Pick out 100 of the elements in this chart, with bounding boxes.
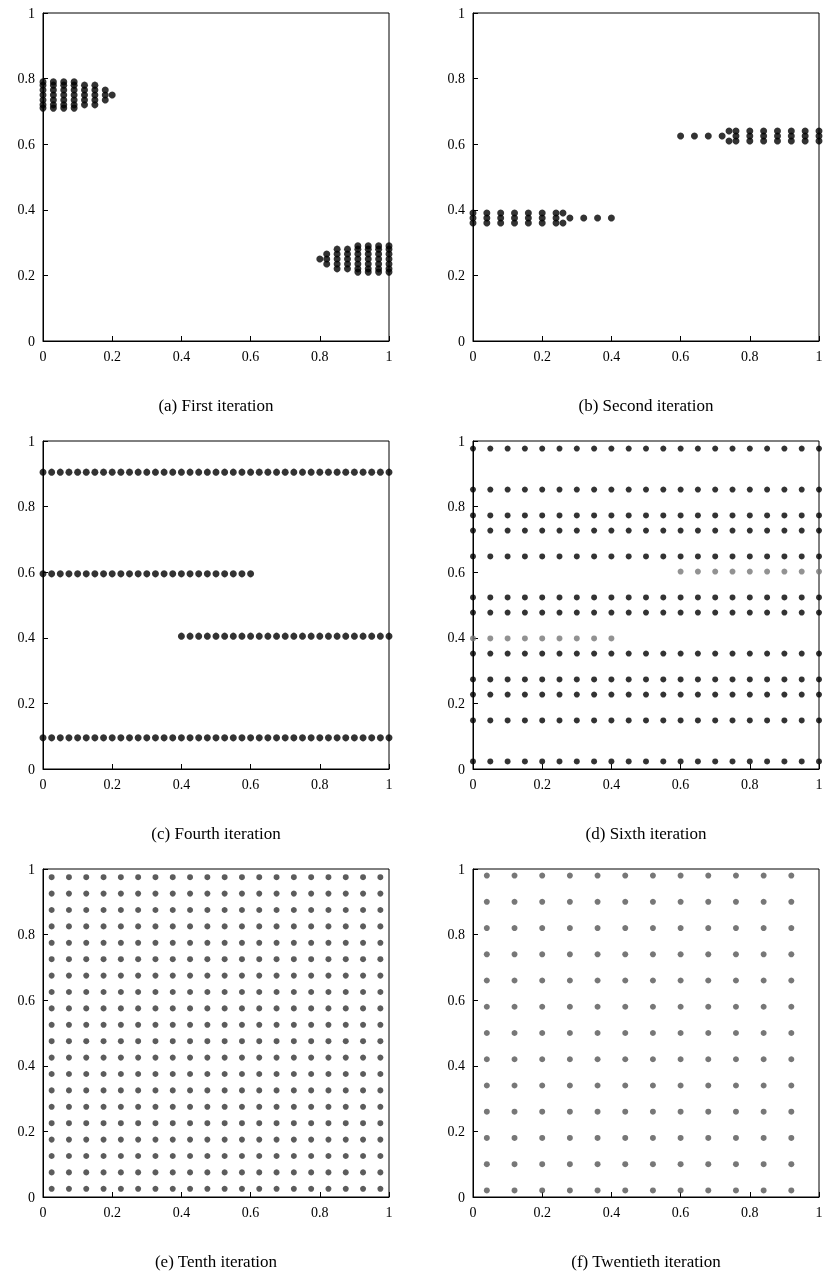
point — [273, 956, 280, 963]
point — [152, 1021, 159, 1028]
point — [204, 1169, 211, 1176]
point — [746, 594, 753, 601]
point — [729, 553, 736, 560]
y-tick-label: 0 — [458, 1189, 465, 1205]
point — [65, 1038, 72, 1045]
x-tick-label: 0 — [39, 776, 47, 792]
point — [342, 734, 350, 742]
point — [521, 445, 528, 452]
point — [238, 632, 246, 640]
point — [290, 939, 297, 946]
point — [325, 1185, 332, 1192]
point — [729, 486, 736, 493]
point — [100, 734, 108, 742]
point — [816, 691, 822, 698]
point — [299, 468, 306, 476]
point — [290, 989, 297, 995]
point — [308, 956, 315, 963]
point — [608, 445, 615, 452]
point — [712, 568, 719, 575]
point — [539, 758, 546, 765]
point — [325, 923, 332, 930]
point — [342, 1054, 349, 1061]
point — [187, 1005, 194, 1012]
point — [694, 650, 701, 657]
point — [203, 468, 211, 476]
point — [169, 1136, 176, 1143]
point — [204, 907, 211, 913]
point — [151, 468, 159, 476]
point — [117, 939, 124, 946]
point — [732, 1003, 739, 1010]
point — [573, 486, 580, 493]
point — [521, 512, 528, 519]
x-tick-label: 0.2 — [103, 348, 121, 364]
point — [169, 570, 177, 578]
point — [152, 1185, 159, 1192]
point — [48, 874, 55, 881]
point — [169, 907, 176, 913]
point — [677, 132, 685, 140]
y-tick-label: 0.6 — [447, 564, 465, 580]
point — [308, 1005, 315, 1012]
point — [152, 890, 159, 897]
point — [169, 956, 176, 963]
point — [788, 1161, 795, 1168]
point — [290, 1054, 297, 1061]
point — [324, 734, 332, 742]
point — [83, 989, 90, 995]
point — [152, 1103, 159, 1110]
point — [788, 1030, 795, 1036]
point — [256, 1087, 263, 1094]
point — [649, 1056, 656, 1063]
point — [377, 1054, 384, 1061]
point — [169, 1054, 176, 1061]
point — [649, 872, 656, 879]
point — [622, 1030, 629, 1036]
point — [333, 265, 341, 273]
point — [83, 1038, 90, 1045]
point — [273, 972, 280, 979]
point — [82, 734, 90, 742]
point — [187, 1136, 194, 1143]
point — [48, 1021, 55, 1028]
point — [649, 1161, 656, 1168]
point — [65, 734, 73, 742]
y-tick-label: 0.4 — [17, 630, 35, 646]
point — [135, 890, 142, 897]
point — [117, 1038, 124, 1045]
point — [290, 907, 297, 913]
point — [556, 717, 563, 724]
point — [677, 758, 684, 765]
point — [511, 951, 518, 958]
point — [594, 1056, 601, 1063]
point — [539, 635, 546, 642]
point — [117, 907, 124, 913]
point — [781, 553, 788, 560]
point — [108, 570, 116, 578]
point — [135, 923, 142, 930]
point — [48, 1153, 55, 1159]
point — [764, 609, 771, 616]
y-tick-label: 1 — [458, 5, 465, 21]
point — [764, 650, 771, 657]
point — [594, 977, 601, 984]
point — [100, 1185, 107, 1192]
point — [273, 1120, 280, 1127]
point — [65, 1185, 72, 1192]
x-tick-label: 1 — [815, 776, 823, 792]
point — [483, 925, 490, 932]
point — [152, 989, 159, 995]
point — [360, 874, 367, 881]
point — [204, 939, 211, 946]
point — [712, 758, 719, 765]
x-tick-label: 0.4 — [602, 348, 621, 364]
point — [152, 874, 159, 881]
point — [169, 1038, 176, 1045]
point — [788, 1134, 795, 1141]
point — [74, 570, 82, 578]
point — [65, 874, 72, 881]
point — [764, 553, 771, 560]
point — [152, 939, 159, 946]
y-tick-label: 0.2 — [447, 267, 465, 283]
